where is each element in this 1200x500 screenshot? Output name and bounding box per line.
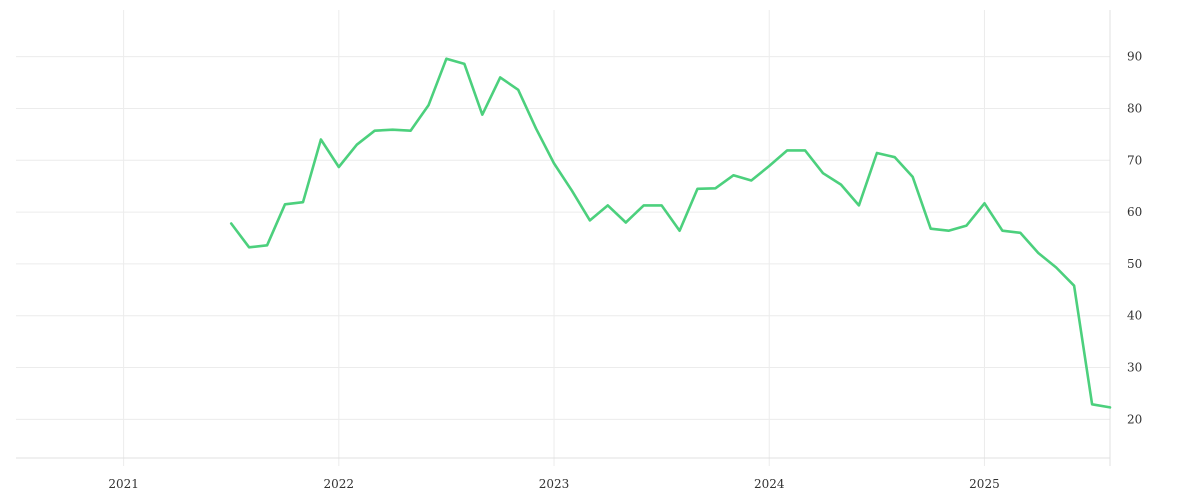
y-tick-label: 30 [1127,361,1142,375]
tick-labels: 20 30 40 50 60 70 80 90 2021 2022 2023 2024 2025 [108,50,1142,491]
y-tick-label: 20 [1127,412,1142,426]
y-tick-label: 50 [1127,257,1142,271]
series-layer [229,57,1112,409]
y-tick-label: 60 [1127,205,1142,219]
y-tick-label: 70 [1127,153,1142,167]
x-tick-label: 2021 [108,477,139,491]
series-line [229,57,1112,409]
y-tick-label: 40 [1127,309,1142,323]
grid [16,10,1110,466]
x-tick-label: 2024 [754,477,785,491]
axes [16,10,1111,466]
y-tick-label: 80 [1127,101,1142,115]
y-tick-label: 90 [1127,50,1142,64]
x-tick-label: 2023 [539,477,570,491]
x-tick-label: 2022 [324,477,355,491]
x-tick-label: 2025 [969,477,1000,491]
